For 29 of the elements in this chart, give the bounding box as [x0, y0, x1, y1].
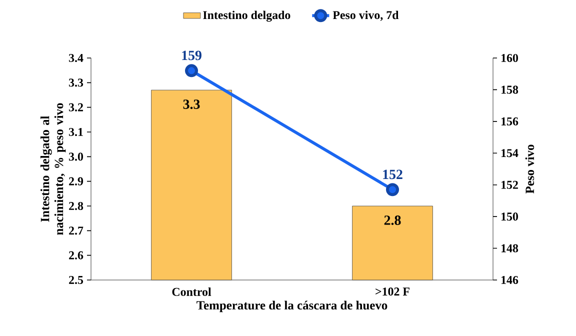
y-tick-label: 3.0 — [68, 152, 84, 161]
data-label: 152 — [383, 170, 402, 180]
y2-tick-label: 160 — [501, 54, 518, 62]
y2-tick-label: 150 — [501, 212, 518, 221]
y-axis-title: Intestino delgado al nacimiento, % peso vivo — [40, 103, 66, 235]
data-label: 3.3 — [183, 100, 200, 110]
y2-tick-label: 146 — [501, 276, 518, 284]
y-tick-label: 3.2 — [68, 103, 83, 112]
y-tick-label: 2.6 — [69, 251, 84, 260]
y-tick-label: 2.9 — [69, 177, 84, 186]
y-tick-label: 2.8 — [69, 202, 84, 210]
y-tick-label: 2.7 — [69, 226, 84, 235]
y2-tick-label: 158 — [501, 86, 518, 94]
y2-axis-title: Peso vivo — [525, 144, 534, 194]
y-tick-label: 3.4 — [68, 54, 84, 62]
y-tick-label: 2.5 — [69, 276, 84, 284]
data-label: 159 — [182, 50, 202, 60]
x-tick-label: >102 F — [376, 288, 410, 296]
y2-tick-label: 156 — [501, 117, 518, 126]
y2-tick-label: 152 — [501, 180, 518, 189]
data-label: 2.8 — [384, 216, 401, 225]
y2-tick-label: 154 — [501, 149, 518, 158]
x-tick-label: Control — [172, 288, 212, 296]
legend-label: Peso vivo, 7d — [332, 10, 399, 21]
x-axis-title: Temperature de la cáscara de huevo — [196, 300, 388, 312]
y-tick-label: 3.1 — [68, 128, 83, 136]
legend-label: Intestino delgado — [203, 10, 290, 22]
y-tick-label: 3.3 — [68, 78, 84, 87]
y2-tick-label: 148 — [501, 244, 518, 252]
